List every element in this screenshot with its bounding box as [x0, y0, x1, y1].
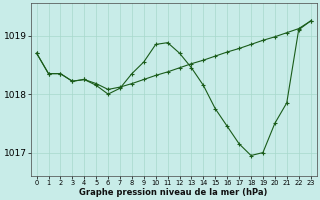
X-axis label: Graphe pression niveau de la mer (hPa): Graphe pression niveau de la mer (hPa)	[79, 188, 268, 197]
